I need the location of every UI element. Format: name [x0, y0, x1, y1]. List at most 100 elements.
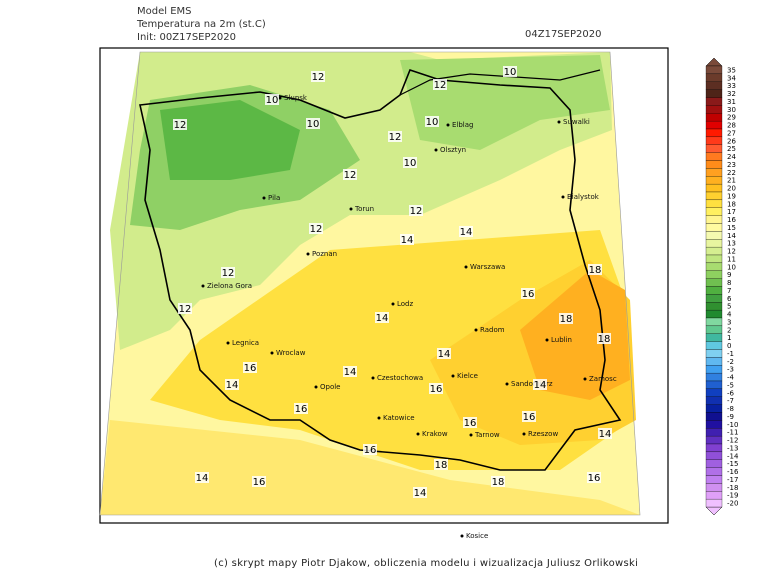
colorbar-label: -4 [727, 374, 735, 382]
colorbar-label: 35 [727, 66, 736, 74]
city-dot [371, 376, 375, 380]
colorbar-swatch [705, 223, 723, 232]
city-label: Legnica [232, 339, 259, 347]
colorbar-label: 23 [727, 161, 736, 169]
colorbar-label: -11 [727, 429, 738, 437]
contour-label: 16 [588, 473, 601, 484]
contour-label-bg [413, 487, 427, 498]
colorbar-label: 19 [727, 192, 736, 200]
city-dot [505, 382, 509, 386]
city-label: Slupsk [284, 94, 308, 102]
model-name: Model EMS [137, 6, 192, 17]
colorbar-label: 3 [727, 318, 731, 326]
city-dot [583, 377, 587, 381]
contour-label: 14 [460, 227, 473, 238]
colorbar-swatch [705, 294, 723, 303]
map [99, 47, 669, 524]
colorbar-cap-bottom [705, 506, 723, 516]
colorbar-label: 10 [727, 263, 736, 271]
contour-label: 16 [522, 289, 535, 300]
colorbar-swatch [705, 278, 723, 287]
city-label: Czestochowa [377, 374, 423, 382]
colorbar-swatch [705, 475, 723, 484]
contour-label-bg [588, 264, 602, 275]
contour-label: 18 [492, 477, 505, 488]
contour-label: 14 [226, 380, 239, 391]
contour-label-bg [375, 312, 389, 323]
colorbar-label: 34 [727, 74, 736, 82]
colorbar-swatch [705, 97, 723, 106]
colorbar-swatch [705, 81, 723, 90]
contour-label: 10 [307, 119, 320, 130]
colorbar-swatch [705, 65, 723, 75]
contour-label-bg [400, 234, 414, 245]
contour-label: 12 [179, 304, 192, 315]
city-dot [314, 385, 318, 389]
colorbar-label: 12 [727, 248, 736, 256]
contour-label: 12 [312, 72, 325, 83]
colorbar-swatch [705, 246, 723, 256]
contour-label: 16 [430, 384, 443, 395]
colorbar-label: 27 [727, 129, 736, 137]
city-dot [278, 96, 282, 100]
city-label: Lublin [551, 336, 572, 344]
colorbar-swatch [705, 183, 723, 193]
colorbar-swatch [705, 412, 723, 421]
city-dot [306, 252, 310, 256]
contour-label: 14 [401, 235, 414, 246]
colorbar-label: 26 [727, 137, 736, 145]
colorbar-swatch [705, 372, 723, 382]
colorbar-swatch [705, 341, 723, 350]
colorbar-label: -19 [727, 492, 738, 500]
colorbar-label: 25 [727, 145, 736, 153]
colorbar-swatch [705, 451, 723, 460]
contour-label-bg [173, 119, 187, 130]
contour-label: 16 [295, 404, 308, 415]
contour-label: 10 [426, 117, 439, 128]
colorbar-label: -9 [727, 413, 734, 421]
contour-label-bg [491, 476, 505, 487]
city-dot [434, 148, 438, 152]
city-dot [201, 284, 205, 288]
contour-label: 10 [504, 67, 517, 78]
colorbar-label: 7 [727, 287, 731, 295]
city-label: Pila [268, 194, 280, 202]
colorbar-label: -13 [727, 444, 738, 452]
contour-label-bg [252, 476, 266, 487]
contour-label-bg [503, 66, 517, 77]
contour-label: 18 [560, 314, 573, 325]
colorbar-swatch [705, 365, 723, 374]
colorbar-swatch [705, 483, 723, 492]
city-label: Tarnow [474, 431, 500, 439]
colorbar-label: -7 [727, 397, 734, 405]
colorbar-swatch [705, 302, 723, 311]
contour-label: 14 [599, 429, 612, 440]
colorbar-label: -18 [727, 484, 738, 492]
contour-label-bg [409, 205, 423, 216]
colorbar-swatch [705, 467, 723, 476]
colorbar-swatch [705, 136, 723, 145]
contour-label-bg [178, 303, 192, 314]
city-label: Olsztyn [440, 146, 466, 154]
city-dot [474, 328, 478, 332]
contour-label-bg [559, 313, 573, 324]
colorbar-swatch [705, 262, 723, 271]
contour-label-bg [343, 169, 357, 180]
colorbar-label: -5 [727, 381, 734, 389]
contour-label: 18 [589, 265, 602, 276]
colorbar-label: 2 [727, 326, 731, 334]
contour-label: 12 [389, 132, 402, 143]
contour-label: 16 [364, 445, 377, 456]
contour-label-bg [243, 362, 257, 373]
colorbar-swatch [705, 144, 723, 153]
colorbar-label: 14 [727, 232, 736, 240]
colorbar-label: -12 [727, 437, 738, 445]
city-dot [226, 341, 230, 345]
city-label: Opole [320, 383, 341, 391]
colorbar-label: 5 [727, 303, 731, 311]
contour-label: 12 [310, 224, 323, 235]
city-label: Warszawa [470, 263, 505, 271]
contour-label-bg [459, 226, 473, 237]
colorbar-swatch [705, 239, 723, 248]
